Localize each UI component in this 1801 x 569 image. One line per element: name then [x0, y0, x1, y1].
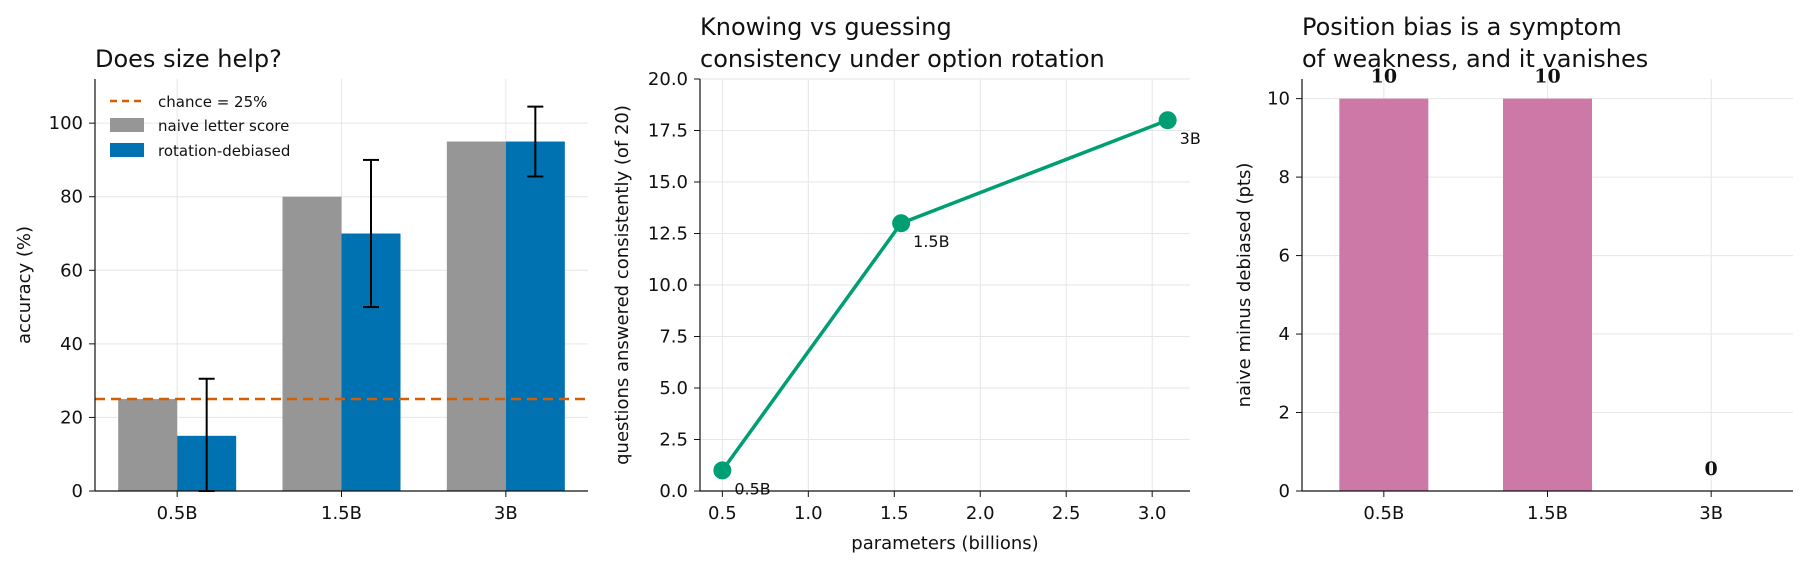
p1-xtick-label: 1.5B	[321, 503, 362, 524]
bar-debiased-3B	[505, 141, 565, 492]
p2-points: 0.5B 1.5B 3B	[713, 111, 1201, 498]
p2-ytick-label: 0.0	[659, 481, 688, 502]
p2-ytick-label: 17.5	[648, 121, 688, 142]
p2-ytick-label: 10.0	[648, 275, 688, 296]
legend-debiased-label: rotation-debiased	[158, 142, 290, 160]
p2-xlabel: parameters (billions)	[851, 533, 1038, 554]
point-label-0.5B: 0.5B	[734, 479, 770, 498]
p1-title: Does size help?	[95, 45, 282, 73]
p3-ylabel: naive minus debiased (pts)	[1234, 163, 1255, 408]
p1-ytick-label: 80	[60, 187, 83, 208]
p1-ytick-label: 20	[60, 407, 83, 428]
p1-ytick-label: 0	[72, 481, 83, 502]
p2-xtick-label: 2.5	[1052, 503, 1081, 524]
p2-ytick-label: 12.5	[648, 224, 688, 245]
p1-ytick-label: 100	[49, 113, 83, 134]
p3-ytick-label: 6	[1279, 246, 1290, 267]
legend-debiased-swatch	[110, 143, 144, 157]
p1-xtick-label: 0.5B	[157, 503, 198, 524]
bar-bias-1.5B	[1503, 98, 1592, 491]
consistency-line	[720, 118, 1169, 472]
p2-xtick-label: 2.0	[966, 503, 995, 524]
p3-ytick-label: 2	[1279, 403, 1290, 424]
panel-consistency: 0.5B 1.5B 3B 0.0 2.5 5.0 7.5 10.0 12.5 15.0 17.5 2…	[612, 13, 1201, 554]
p2-x-ticks: 0.5 1.0 1.5 2.0 2.5 3.0	[708, 491, 1166, 524]
p2-xtick-label: 0.5	[708, 503, 737, 524]
legend-naive-label: naive letter score	[158, 117, 289, 135]
bar-value-label-3B: 0	[1705, 458, 1718, 480]
p2-ytick-label: 7.5	[659, 327, 688, 348]
p2-xtick-label: 1.0	[794, 503, 823, 524]
bar-naive-3B	[446, 141, 506, 492]
bar-naive-1.5B	[282, 196, 342, 491]
p3-bars: 10 10 0	[1339, 66, 1718, 491]
p1-ytick-label: 60	[60, 260, 83, 281]
point-3B	[1158, 111, 1177, 130]
p1-ylabel: accuracy (%)	[14, 226, 35, 344]
p1-x-ticks: 0.5B 1.5B 3B	[157, 491, 518, 524]
p2-ytick-label: 20.0	[648, 69, 688, 90]
p3-ytick-label: 4	[1279, 324, 1290, 345]
p2-ytick-label: 5.0	[659, 378, 688, 399]
p3-xtick-label: 1.5B	[1527, 503, 1568, 524]
bar-value-label-0.5B: 10	[1371, 66, 1397, 88]
p2-ylabel: questions answered consistently (of 20)	[612, 105, 633, 465]
p2-y-ticks: 0.0 2.5 5.0 7.5 10.0 12.5 15.0 17.5 20.0	[648, 69, 700, 502]
p1-ytick-label: 40	[60, 334, 83, 355]
p2-xtick-label: 1.5	[880, 503, 909, 524]
p3-y-ticks: 0 2 4 6 8 10	[1267, 89, 1302, 502]
p3-title: Position bias is a symptom	[1302, 13, 1622, 41]
p3-ytick-label: 0	[1279, 481, 1290, 502]
point-1.5B	[892, 214, 911, 233]
p2-ytick-label: 15.0	[648, 172, 688, 193]
p2-title: Knowing vs guessing	[700, 13, 952, 41]
bar-value-label-1.5B: 10	[1534, 66, 1560, 88]
legend-chance-label: chance = 25%	[158, 93, 267, 111]
p3-xtick-label: 3B	[1699, 503, 1723, 524]
bar-naive-0.5B	[118, 399, 178, 491]
p3-ytick-label: 10	[1267, 89, 1290, 110]
p2-ytick-label: 2.5	[659, 430, 688, 451]
p2-xtick-label: 3.0	[1138, 503, 1167, 524]
p1-y-ticks: 0 20 40 60 80 100	[49, 113, 95, 502]
p1-xtick-label: 3B	[494, 503, 518, 524]
point-0.5B	[713, 461, 732, 480]
p3-x-ticks: 0.5B 1.5B 3B	[1363, 491, 1723, 524]
point-label-3B: 3B	[1180, 129, 1201, 148]
p1-legend: chance = 25% naive letter score rotation…	[110, 93, 290, 160]
point-label-1.5B: 1.5B	[913, 232, 949, 251]
p3-subtitle: of weakness, and it vanishes	[1302, 45, 1648, 73]
p3-ytick-label: 8	[1279, 167, 1290, 188]
p2-subtitle: consistency under option rotation	[700, 45, 1105, 73]
panel-position-bias: 10 10 0 0 2 4 6 8 10 0.5B 1.5B 3B Position bias i…	[1234, 13, 1793, 524]
legend-naive-swatch	[110, 118, 144, 132]
bar-bias-0.5B	[1339, 98, 1429, 491]
p3-xtick-label: 0.5B	[1363, 503, 1404, 524]
